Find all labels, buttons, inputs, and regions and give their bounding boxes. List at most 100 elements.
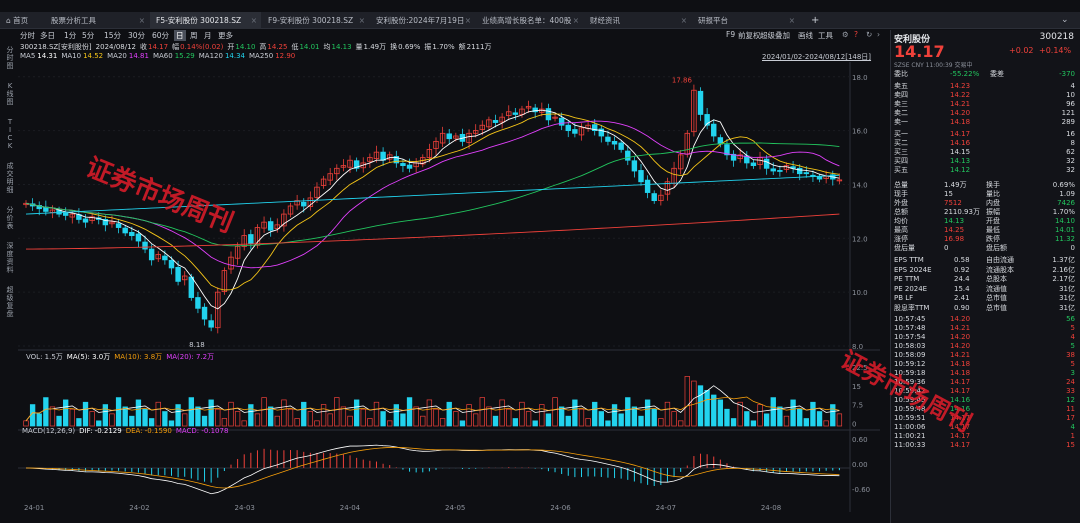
fin-row-cell: 0.92 — [954, 265, 970, 274]
tick-row-cell: 14.17 — [950, 423, 971, 431]
left-nav-item-5[interactable]: 深度资料 — [3, 242, 17, 274]
close-icon[interactable]: × — [250, 16, 257, 25]
toolbar-right-4[interactable]: 工具 — [818, 31, 833, 40]
vol-bar — [512, 418, 519, 427]
tick-row: 10:57:48 14.21 5 — [894, 323, 1077, 333]
vol-bar — [175, 404, 181, 427]
fin-row-cell: 2.17亿 — [1052, 275, 1075, 283]
toolbar-right-2[interactable]: 超级叠加 — [760, 31, 790, 40]
candle — [261, 216, 267, 233]
period-6[interactable]: 60分 — [152, 31, 170, 40]
candle — [744, 151, 750, 169]
chart-area[interactable]: 18.0 16.0 14.0 12.0 10.0 8.0 17.86 8.18 24-01 24-… — [18, 62, 880, 512]
add-tab-icon[interactable]: + — [811, 15, 819, 26]
tab-label: 股票分析工具 — [51, 16, 96, 25]
tick-row-cell: 10:59:36 — [894, 378, 926, 386]
vol-bar — [373, 401, 380, 427]
help-icon[interactable]: ? — [854, 30, 858, 39]
ask-row-cell: 卖三 — [894, 100, 908, 108]
candle — [625, 145, 631, 166]
tab-5[interactable]: 业绩高增长股名单：400股 × — [476, 12, 583, 29]
candle — [836, 173, 843, 185]
ask-row-cell: 289 — [1061, 118, 1075, 126]
close-icon[interactable]: × — [572, 16, 579, 25]
stat-row-cell: 最低 — [986, 226, 1000, 234]
left-nav-item-6[interactable]: 超级复盘 — [3, 286, 17, 318]
close-icon[interactable]: × — [464, 16, 471, 25]
period-7[interactable]: 日 — [174, 30, 186, 41]
fin-row: 股息率TTM 0.90 总市值 31亿 — [894, 303, 1077, 313]
period-10[interactable]: 更多 — [218, 31, 233, 40]
close-icon[interactable]: × — [138, 16, 145, 25]
tab-0[interactable]: ⌂ 首页 — [0, 12, 44, 29]
info-turn-label: 换 — [390, 43, 398, 51]
fin-row-cell: 总市值 — [986, 294, 1007, 302]
tab-1[interactable]: 股票分析工具 × — [45, 12, 149, 29]
period-5[interactable]: 30分 — [128, 31, 146, 40]
left-nav-item-0[interactable]: 分时图 — [3, 46, 17, 70]
vol-ma10: MA(10): 3.8万 — [114, 353, 162, 361]
period-1[interactable]: 多日 — [40, 31, 55, 40]
ma10-line — [25, 113, 840, 291]
x-tick-label: 24-07 — [656, 504, 676, 512]
vol-bar — [261, 397, 267, 427]
chevron-right-icon[interactable]: › — [877, 30, 880, 39]
toolbar-right-0[interactable]: F9 — [726, 30, 736, 39]
candle — [386, 151, 393, 163]
tab-6[interactable]: 财经资讯 × — [584, 12, 691, 29]
period-8[interactable]: 周 — [190, 31, 198, 40]
candle — [638, 164, 644, 186]
period-4[interactable]: 15分 — [104, 31, 122, 40]
left-nav-char: K — [7, 82, 13, 90]
bid-row-cell: 买三 — [894, 148, 908, 156]
bid-row-cell: 14.13 — [950, 157, 971, 165]
vol-bar — [320, 404, 327, 427]
tab-4[interactable]: 安利股份:2024年7月19日 × — [370, 12, 475, 29]
fin-row-cell: 自由流通 — [986, 256, 1014, 264]
ma-label-1: MA10 — [61, 52, 82, 60]
tick-row-cell: 10:57:54 — [894, 333, 926, 341]
vol-bar — [221, 418, 228, 427]
close-icon[interactable]: × — [788, 16, 795, 25]
tab-label: 研报平台 — [698, 16, 728, 25]
chevron-down-icon[interactable]: ⌄ — [1061, 15, 1069, 25]
candle — [763, 155, 770, 175]
gear-icon[interactable]: ⚙ — [842, 30, 849, 39]
info-change-label: 幅 — [172, 43, 180, 51]
vol-bar — [96, 420, 102, 427]
info-high: 14.25 — [267, 43, 288, 51]
period-9[interactable]: 月 — [204, 31, 212, 40]
stat-row-cell: 最高 — [894, 226, 908, 234]
tab-2[interactable]: F5-安利股份 300218.SZ × — [150, 12, 261, 29]
vol-bar — [63, 399, 69, 427]
weibi-row-cell: 委比 — [894, 70, 908, 78]
ask-row-cell: 121 — [1061, 109, 1075, 117]
vol-bar — [76, 418, 82, 427]
ask-row: 卖二 14.20 121 — [894, 108, 1077, 118]
toolbar-right-1[interactable]: 前复权 — [738, 31, 761, 40]
period-0[interactable]: 分时 — [20, 31, 35, 40]
ma-label-0: MA5 — [20, 52, 36, 60]
vol-bar — [301, 401, 307, 427]
tick-row-cell: 10:59:48 — [894, 405, 926, 413]
close-icon[interactable]: × — [680, 16, 687, 25]
period-2[interactable]: 1分 — [64, 31, 77, 40]
vol-bar — [552, 397, 558, 427]
vol-bar — [129, 415, 135, 427]
toolbar-right-3[interactable]: 画线 — [798, 31, 813, 40]
vol-bar — [730, 418, 737, 427]
tab-3[interactable]: F9-安利股份 300218.SZ × — [262, 12, 369, 29]
period-3[interactable]: 5分 — [82, 31, 95, 40]
tab-7[interactable]: 研报平台 × — [692, 12, 799, 29]
refresh-icon[interactable]: ↻ — [866, 30, 873, 39]
info-amt-label: 额 — [458, 43, 466, 51]
vol-bar — [102, 404, 109, 427]
stat-row-cell: 盘后量 — [894, 244, 915, 252]
left-nav-item-3[interactable]: 成交明细 — [3, 162, 17, 194]
candle — [816, 173, 823, 183]
close-icon[interactable]: × — [358, 16, 365, 25]
left-nav-char: 料 — [6, 266, 14, 274]
left-nav-item-4[interactable]: 分价表 — [3, 206, 17, 230]
